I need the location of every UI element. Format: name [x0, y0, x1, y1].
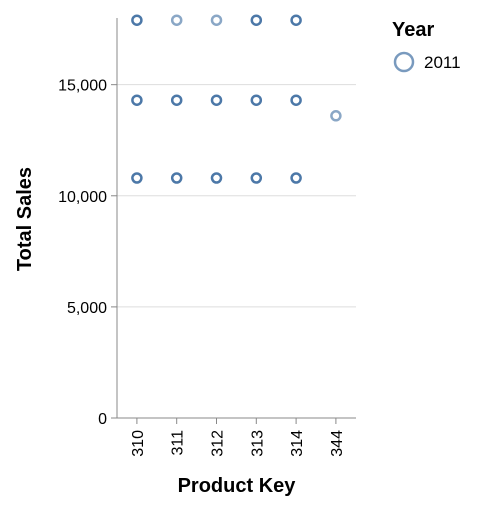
data-point: [170, 94, 183, 106]
data-points: [131, 14, 342, 184]
x-tick-label: 311: [170, 430, 187, 456]
legend: Year 2011: [392, 19, 461, 73]
data-point: [170, 14, 183, 26]
x-tick-label: 313: [249, 430, 266, 457]
data-point: [330, 110, 342, 122]
data-point: [210, 172, 223, 184]
x-axis-title: Product Key: [178, 475, 297, 497]
data-point: [290, 172, 302, 184]
data-point: [250, 14, 263, 26]
data-point: [290, 14, 302, 26]
data-point: [170, 172, 183, 184]
data-point: [250, 172, 263, 184]
legend-symbol: [393, 51, 415, 73]
gridlines: [117, 84, 356, 419]
data-point: [131, 172, 143, 184]
x-tick-label: 344: [329, 430, 346, 457]
data-point: [131, 94, 143, 106]
y-axis-title: Total Sales: [14, 167, 36, 271]
data-point: [210, 14, 223, 26]
data-point: [131, 14, 143, 26]
y-tick-label: 10,000: [58, 189, 107, 206]
axes: 0 5,000 10,000 15,000 310 311 312 313 314 344: [58, 18, 356, 457]
x-tick-label: 312: [210, 430, 227, 457]
y-tick-label: 0: [98, 411, 107, 428]
legend-label: 2011: [424, 53, 461, 72]
data-point: [290, 94, 302, 106]
data-point: [250, 94, 263, 106]
legend-title: Year: [392, 19, 434, 41]
x-tick-label: 314: [289, 430, 306, 457]
data-point: [210, 94, 223, 106]
y-tick-label: 5,000: [67, 300, 107, 317]
y-tick-label: 15,000: [58, 78, 107, 95]
x-tick-label: 310: [130, 430, 147, 457]
